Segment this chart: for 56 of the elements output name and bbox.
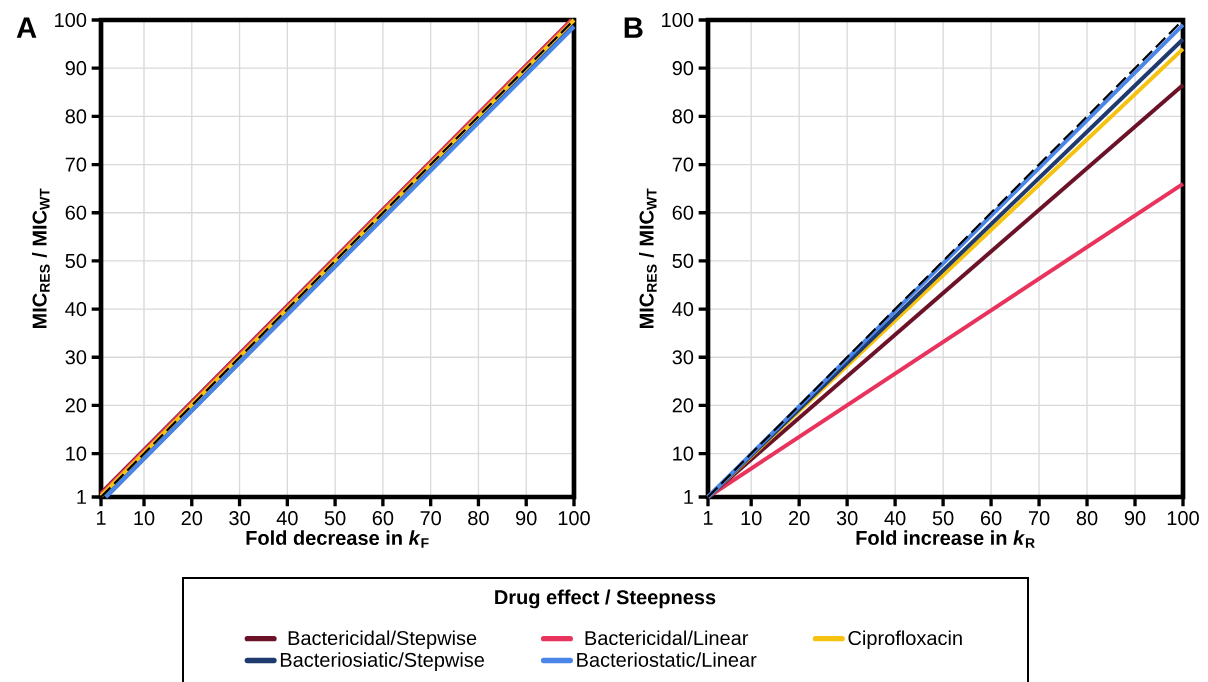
x-tick-label: 90	[516, 511, 537, 526]
x-tick-label: 70	[1028, 511, 1050, 526]
y-tick-label: 90	[672, 61, 694, 76]
y-tick-label: 50	[672, 253, 694, 268]
y-tick-label: 10	[673, 446, 694, 461]
x-tick-label: 40	[276, 511, 298, 526]
x-tick-label: 100	[1167, 511, 1199, 526]
x-tick-label: 20	[181, 511, 203, 526]
y-tick-label: 40	[65, 302, 87, 317]
y-tick-label: 1	[684, 490, 693, 504]
legend-label: Bactericidal/Linear	[585, 630, 749, 646]
y-tick-label: 50	[65, 253, 87, 268]
y-tick-label: 40	[672, 302, 694, 317]
x-tick-label: 80	[468, 511, 489, 526]
y-tick-label: 100	[55, 12, 87, 28]
x-axis-title: Fold increase in k$_{R}$	[856, 530, 1035, 548]
x-tick-label: 1	[96, 511, 106, 525]
y-tick-label: 10	[66, 446, 87, 461]
legend-label: Bactericidal/Stepwise	[288, 630, 477, 650]
x-tick-label: 10	[134, 511, 155, 526]
x-tick-label: 40	[884, 511, 906, 526]
y-tick-label: 60	[65, 205, 87, 220]
x-tick-label: 60	[980, 511, 1002, 526]
x-tick-label: 70	[420, 511, 441, 526]
y-tick-label: 100	[662, 12, 694, 28]
y-tick-label: 30	[65, 350, 87, 365]
y-tick-label: 80	[65, 109, 87, 124]
y-tick-label: 20	[65, 398, 87, 413]
y-tick-label: 1	[77, 490, 86, 504]
x-tick-label: 30	[836, 511, 858, 526]
y-tick-label: 70	[672, 157, 694, 172]
y-tick-label: 30	[672, 350, 694, 365]
x-tick-label: 80	[1076, 511, 1098, 526]
y-tick-label: 60	[672, 205, 694, 220]
legend-label: Bacteriostatic/Linear	[577, 652, 757, 667]
x-tick-label: 10	[741, 511, 762, 526]
y-tick-label: 90	[65, 61, 87, 76]
y-tick-label: 80	[672, 109, 694, 124]
x-tick-label: 60	[372, 511, 394, 526]
y-tick-label: 70	[65, 157, 87, 172]
y-axis-title: MIC$_{RES}$ / MIC$_{WT}$	[638, 188, 657, 329]
text: A	[16, 17, 37, 38]
y-axis-title: MIC$_{RES}$ / MIC$_{WT}$	[31, 188, 50, 329]
x-tick-label: 90	[1124, 511, 1146, 526]
x-tick-label: 30	[229, 511, 250, 526]
legend-label: Bacteriosiatic/Stepwise	[280, 652, 485, 671]
x-axis-title: Fold decrease in k$_{F}$	[246, 530, 429, 548]
legend-title: Drug effect / Steepness	[495, 589, 716, 609]
text: B	[624, 17, 643, 38]
y-tick-label: 20	[672, 398, 694, 413]
x-tick-label: 20	[789, 511, 810, 526]
x-tick-label: 50	[324, 511, 346, 526]
x-tick-label: 100	[558, 511, 590, 526]
x-tick-label: 1	[703, 511, 713, 525]
legend-label: Ciprofloxacin	[848, 630, 962, 650]
x-tick-label: 50	[932, 511, 954, 526]
